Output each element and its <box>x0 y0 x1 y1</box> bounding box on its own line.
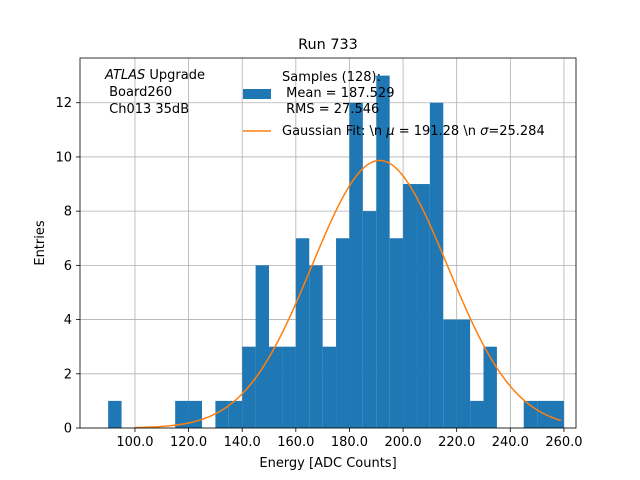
upgrade-label: Upgrade <box>145 68 205 83</box>
x-tick-label: 100.0 <box>116 435 153 450</box>
histogram-bar <box>295 238 310 428</box>
y-tick-label: 8 <box>64 205 72 220</box>
x-tick-label: 180.0 <box>331 435 368 450</box>
x-axis-ticks: 100.0 120.0 140.0 160.0 180.0 200.0 220.0 240.0… <box>116 428 583 450</box>
x-axis-label: Energy [ADC Counts] <box>259 456 396 471</box>
y-tick-label: 12 <box>55 96 72 111</box>
chart-title: Run 733 <box>298 37 358 53</box>
histogram-bar <box>108 400 122 428</box>
x-tick-label: 220.0 <box>438 435 475 450</box>
legend-fit-sigma: σ <box>480 124 489 139</box>
legend-fit-label: Gaussian Fit: \n μ = 191.28 \n σ=25.284 <box>282 124 545 139</box>
y-axis-ticks: 0 2 4 6 8 10 12 <box>55 96 80 437</box>
legend-fit-part-3: =25.284 <box>488 124 544 139</box>
histogram-bar <box>282 346 296 428</box>
legend-fit-mu: μ <box>385 124 394 139</box>
histogram-bar <box>255 265 270 428</box>
histogram-bar <box>349 102 363 428</box>
legend-hist-line-3: RMS = 27.546 <box>282 102 379 117</box>
x-tick-label: 160.0 <box>277 435 314 450</box>
histogram-bar <box>175 400 189 428</box>
legend: Samples (128): Mean = 187.529 RMS = 27.5… <box>243 70 545 139</box>
y-tick-label: 0 <box>64 422 72 437</box>
annotation-line-2: Board260 <box>105 85 172 100</box>
legend-hist-line-1: Samples (128): <box>282 70 381 85</box>
histogram-bar <box>269 346 283 428</box>
histogram-bar <box>362 211 377 428</box>
histogram-bar <box>376 75 390 428</box>
histogram-bar <box>456 319 471 428</box>
y-tick-label: 2 <box>64 367 72 382</box>
histogram-bar <box>403 184 417 428</box>
legend-fit-part-1: Gaussian Fit: \n <box>282 124 386 139</box>
histogram-bar <box>443 319 457 428</box>
y-tick-label: 6 <box>64 259 72 274</box>
annotation-text: ATLAS Upgrade Board260 Ch013 35dB <box>104 68 205 117</box>
x-tick-label: 200.0 <box>384 435 421 450</box>
histogram-bar <box>228 400 243 428</box>
legend-hist-line-2: Mean = 187.529 <box>282 86 394 101</box>
y-tick-label: 10 <box>55 150 72 165</box>
histogram-bar <box>470 400 484 428</box>
x-tick-label: 260.0 <box>545 435 582 450</box>
plot-frame <box>79 57 577 429</box>
histogram-bar <box>322 346 337 428</box>
histogram-bar <box>550 400 564 428</box>
gaussian-fit-curve <box>134 159 562 429</box>
histogram-bar <box>483 346 497 428</box>
histogram-bars <box>108 75 564 428</box>
legend-fit-part-2: = 191.28 \n <box>395 124 481 139</box>
y-tick-label: 4 <box>64 313 72 328</box>
x-tick-label: 140.0 <box>224 435 261 450</box>
atlas-label: ATLAS <box>104 68 145 83</box>
legend-hist-swatch <box>243 89 271 99</box>
histogram-bar <box>429 102 444 428</box>
histogram-bar <box>336 238 350 428</box>
histogram-bar <box>309 265 323 428</box>
annotation-line-1: ATLAS Upgrade <box>104 68 205 83</box>
x-tick-label: 240.0 <box>492 435 529 450</box>
histogram-bar <box>215 400 229 428</box>
y-axis-label: Entries <box>33 220 48 266</box>
annotation-line-3: Ch013 35dB <box>105 102 189 117</box>
histogram-bar <box>188 400 202 428</box>
histogram-bar <box>416 184 430 428</box>
x-tick-label: 120.0 <box>170 435 207 450</box>
histogram-bar <box>389 238 404 428</box>
